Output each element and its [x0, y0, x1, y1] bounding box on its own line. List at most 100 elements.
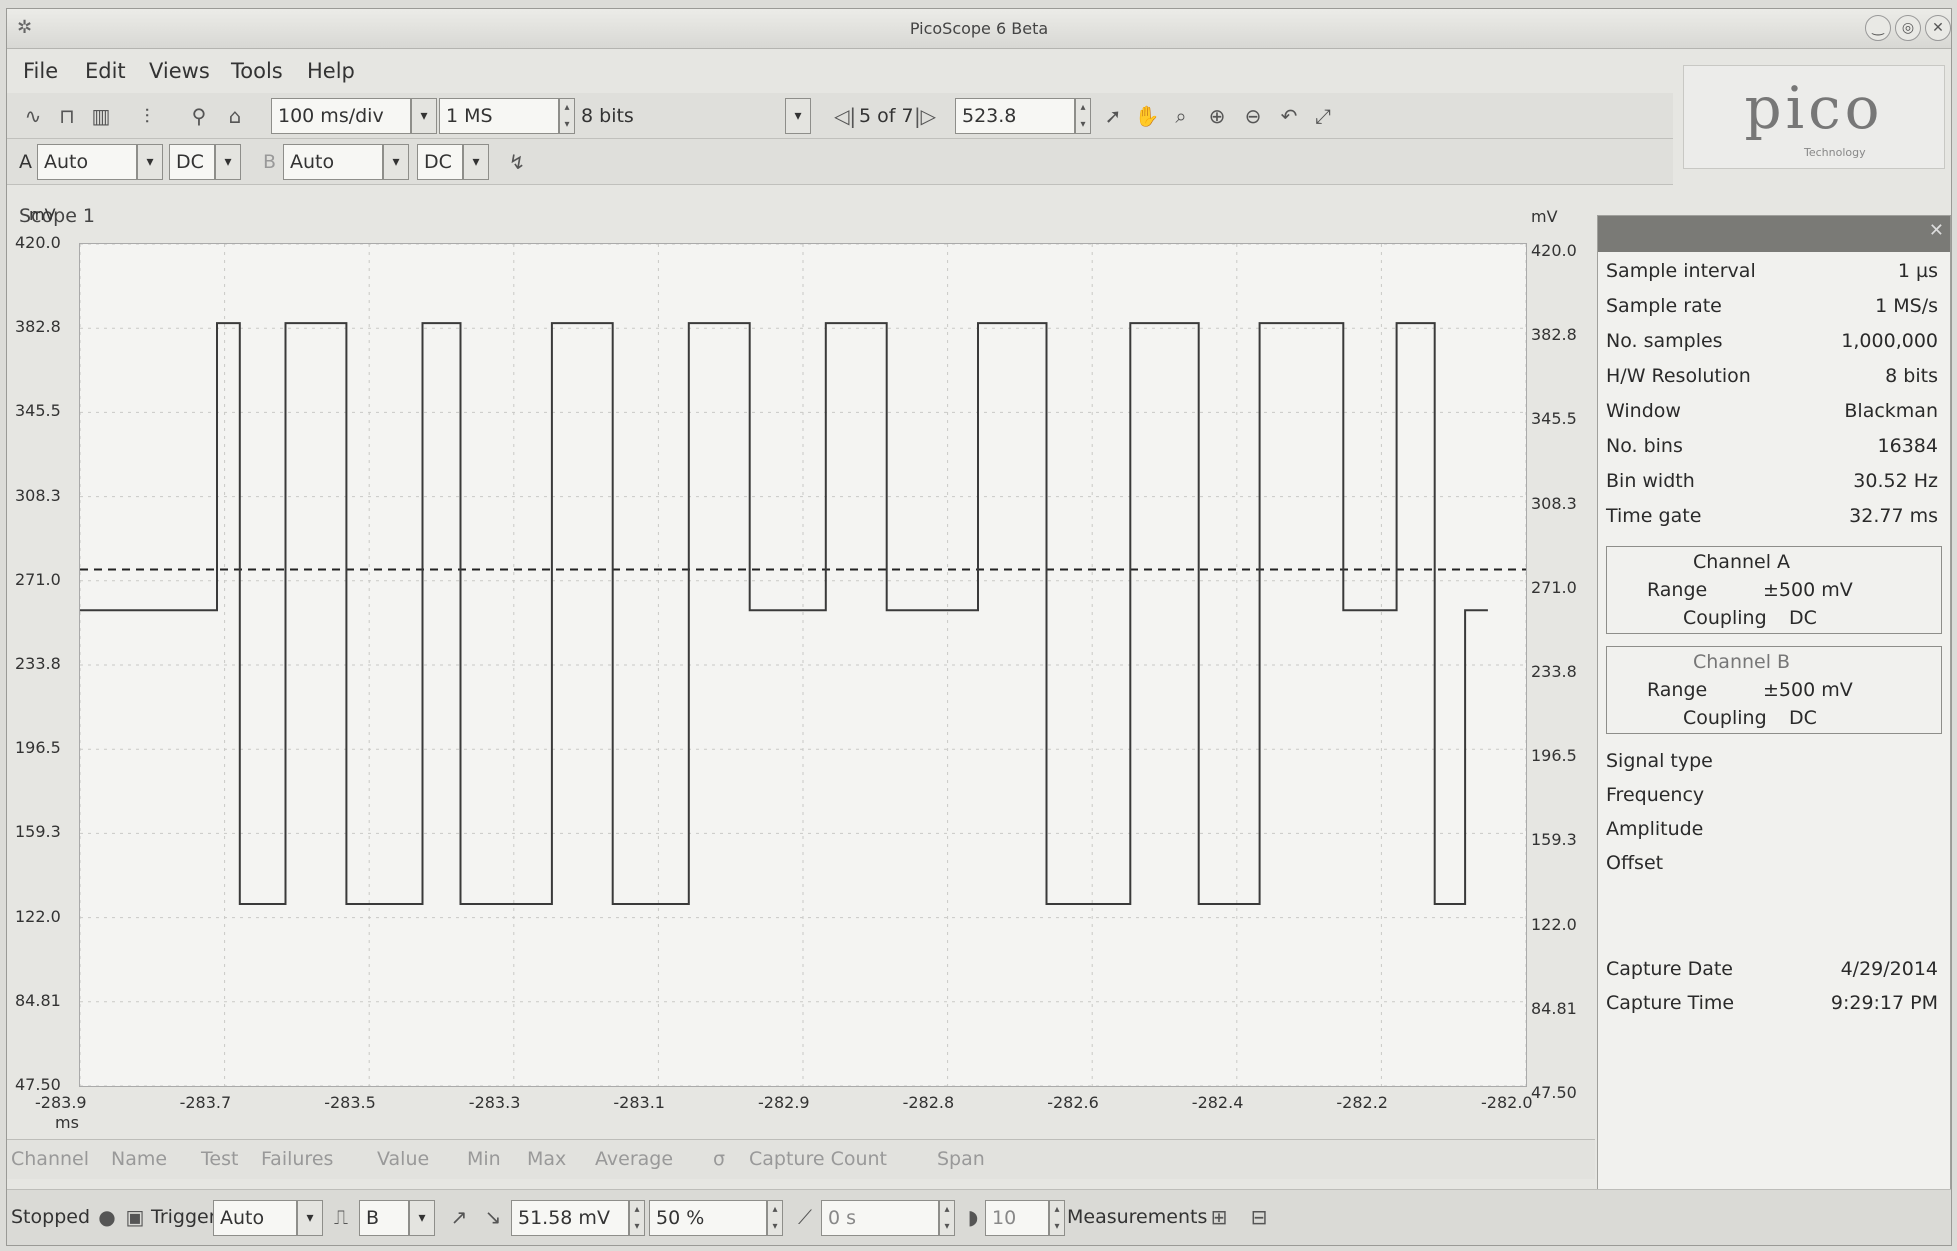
trigger-channel-select[interactable]: B: [359, 1200, 409, 1236]
capture-time-value: 9:29:17 PM: [1830, 992, 1938, 1014]
status-bar: Stopped ● ▣ Trigger Auto ▾ ⎍ B ▾ ↗ ↘ 51.…: [7, 1189, 1951, 1245]
menu-tools[interactable]: Tools: [231, 59, 283, 83]
menu-help[interactable]: Help: [307, 59, 355, 83]
chevron-down-icon[interactable]: ▾: [297, 1200, 323, 1236]
y-tick-label-left: 84.81: [15, 990, 61, 1010]
channel-b-range-value: ±500 mV: [1763, 679, 1853, 701]
chevron-down-icon[interactable]: ▾: [383, 144, 409, 180]
property-key: Bin width: [1606, 470, 1695, 492]
measurement-column-header[interactable]: Min: [467, 1148, 501, 1170]
next-buffer-icon[interactable]: |▷: [913, 104, 937, 128]
measurement-column-header[interactable]: Name: [111, 1148, 168, 1170]
property-row: Time gate 32.77 ms: [1606, 505, 1946, 533]
measurement-column-header[interactable]: σ: [713, 1148, 726, 1170]
measurement-column-header[interactable]: Test: [201, 1148, 239, 1170]
measurement-column-header[interactable]: Average: [595, 1148, 674, 1170]
chevron-down-icon[interactable]: ▾: [215, 144, 241, 180]
delete-measurement-icon[interactable]: ⊟: [1250, 1205, 1268, 1229]
undo-zoom-icon[interactable]: ↶: [1280, 104, 1298, 128]
menu-edit[interactable]: Edit: [85, 59, 126, 83]
samples-spinner[interactable]: ▴ ▾: [559, 98, 575, 134]
channel-b-coupling[interactable]: DC: [417, 144, 463, 180]
maximize-icon[interactable]: ◎: [1895, 15, 1921, 41]
threshold-spinner[interactable]: ▴ ▾: [629, 1200, 645, 1236]
trigger-mode-select[interactable]: Auto: [213, 1200, 297, 1236]
previous-buffer-icon[interactable]: ◁|: [833, 104, 857, 128]
trigger-icon[interactable]: ▣: [125, 1205, 145, 1229]
minimize-icon[interactable]: ‿: [1865, 15, 1891, 41]
y-tick-label-left: 47.50: [15, 1075, 61, 1094]
delay-field[interactable]: 0 s: [821, 1200, 939, 1236]
measurement-column-header[interactable]: Channel: [11, 1148, 90, 1170]
zoom-spinner[interactable]: ▴ ▾: [1075, 98, 1091, 134]
channel-b-range[interactable]: Auto: [283, 144, 383, 180]
rising-trigger-icon[interactable]: ↗: [450, 1205, 468, 1229]
menu-views[interactable]: Views: [149, 59, 210, 83]
timebase-select[interactable]: 100 ms/div: [271, 98, 411, 134]
y-tick-label-left: 382.8: [15, 317, 61, 337]
spectrum-mode-icon[interactable]: ▥: [91, 104, 111, 128]
zoom-in-icon[interactable]: ⊕: [1208, 104, 1226, 128]
menu-file[interactable]: File: [23, 59, 59, 83]
chevron-down-icon[interactable]: ▾: [785, 98, 811, 134]
y-tick-label-left: 196.5: [15, 738, 61, 758]
x-tick-label: -282.2: [1336, 1093, 1388, 1112]
persistence-mode-icon[interactable]: ⊓: [59, 104, 75, 128]
chevron-down-icon[interactable]: ▾: [411, 98, 437, 134]
offset-row: Offset: [1606, 852, 1664, 874]
delay-icon[interactable]: ⟋: [798, 1205, 812, 1229]
chevron-down-icon[interactable]: ▾: [137, 144, 163, 180]
falling-trigger-icon[interactable]: ↘: [484, 1205, 502, 1229]
measurement-column-header[interactable]: Failures: [261, 1148, 334, 1170]
samples-field[interactable]: 1 MS: [439, 98, 559, 134]
threshold-field[interactable]: 51.58 mV: [511, 1200, 629, 1236]
delay-spinner[interactable]: ▴ ▾: [939, 1200, 955, 1236]
zoom-out-icon[interactable]: ⊖: [1244, 104, 1262, 128]
property-key: H/W Resolution: [1606, 365, 1751, 387]
measurement-column-header[interactable]: Value: [377, 1148, 430, 1170]
waveform-chart: [79, 243, 1527, 1087]
x-tick-label: -282.4: [1191, 1093, 1244, 1112]
scope-plot-area[interactable]: [79, 243, 1527, 1087]
pre-trigger-spinner[interactable]: ▴ ▾: [767, 1200, 783, 1236]
channel-a-range[interactable]: Auto: [37, 144, 137, 180]
zoom-value-field[interactable]: 523.8: [955, 98, 1075, 134]
measurement-column-header[interactable]: Capture Count: [749, 1148, 888, 1170]
add-measurement-icon[interactable]: ⊞: [1210, 1205, 1228, 1229]
x-tick-label: -282.8: [902, 1093, 955, 1112]
pointer-icon[interactable]: ➚: [1104, 104, 1122, 128]
zoom-box-icon[interactable]: ⌕: [1175, 104, 1187, 128]
close-panel-icon[interactable]: ✕: [1928, 220, 1944, 241]
probe-icon[interactable]: ⚲: [191, 104, 207, 128]
hand-icon[interactable]: ✋: [1134, 104, 1160, 128]
channel-options-icon[interactable]: ⫶: [144, 104, 150, 128]
pico-logo: pico Technology: [1683, 65, 1945, 169]
property-row: Sample rate 1 MS/s: [1606, 295, 1946, 323]
channel-toolbar: A Auto ▾ DC ▾ B Auto ▾ DC ▾ ↯: [7, 139, 1673, 185]
channel-a-coupling[interactable]: DC: [169, 144, 215, 180]
x-tick-label: -282.0: [1481, 1093, 1533, 1112]
y-unit-left: mV: [29, 205, 56, 224]
scope-mode-icon[interactable]: ∿: [24, 104, 42, 128]
capture-count-field[interactable]: 10: [985, 1200, 1049, 1236]
zoom-fit-icon[interactable]: ⤢: [1315, 104, 1331, 128]
y-tick-label-left: 122.0: [15, 906, 61, 926]
home-icon[interactable]: ⌂: [228, 104, 242, 128]
measurement-column-header[interactable]: Max: [527, 1148, 567, 1170]
stop-icon[interactable]: ●: [98, 1205, 116, 1229]
chevron-down-icon[interactable]: ▾: [409, 1200, 435, 1236]
close-icon[interactable]: ✕: [1925, 15, 1951, 41]
logo-text: pico: [1744, 74, 1884, 142]
rising-edge-icon[interactable]: ⎍: [334, 1205, 348, 1229]
capture-count-spinner[interactable]: ▴ ▾: [1049, 1200, 1065, 1236]
channel-b-range-key: Range: [1647, 679, 1708, 701]
pre-trigger-field[interactable]: 50 %: [649, 1200, 767, 1236]
capture-count-icon[interactable]: ◗: [967, 1205, 979, 1229]
auto-setup-icon[interactable]: ↯: [508, 150, 526, 174]
channel-a-label: A: [19, 151, 32, 173]
measurement-column-header[interactable]: Span: [937, 1148, 985, 1170]
y-tick-label-left: 308.3: [15, 485, 61, 505]
chevron-down-icon[interactable]: ▾: [463, 144, 489, 180]
signal-type-row: Signal type: [1606, 750, 1713, 772]
property-value: 1,000,000: [1841, 330, 1938, 352]
